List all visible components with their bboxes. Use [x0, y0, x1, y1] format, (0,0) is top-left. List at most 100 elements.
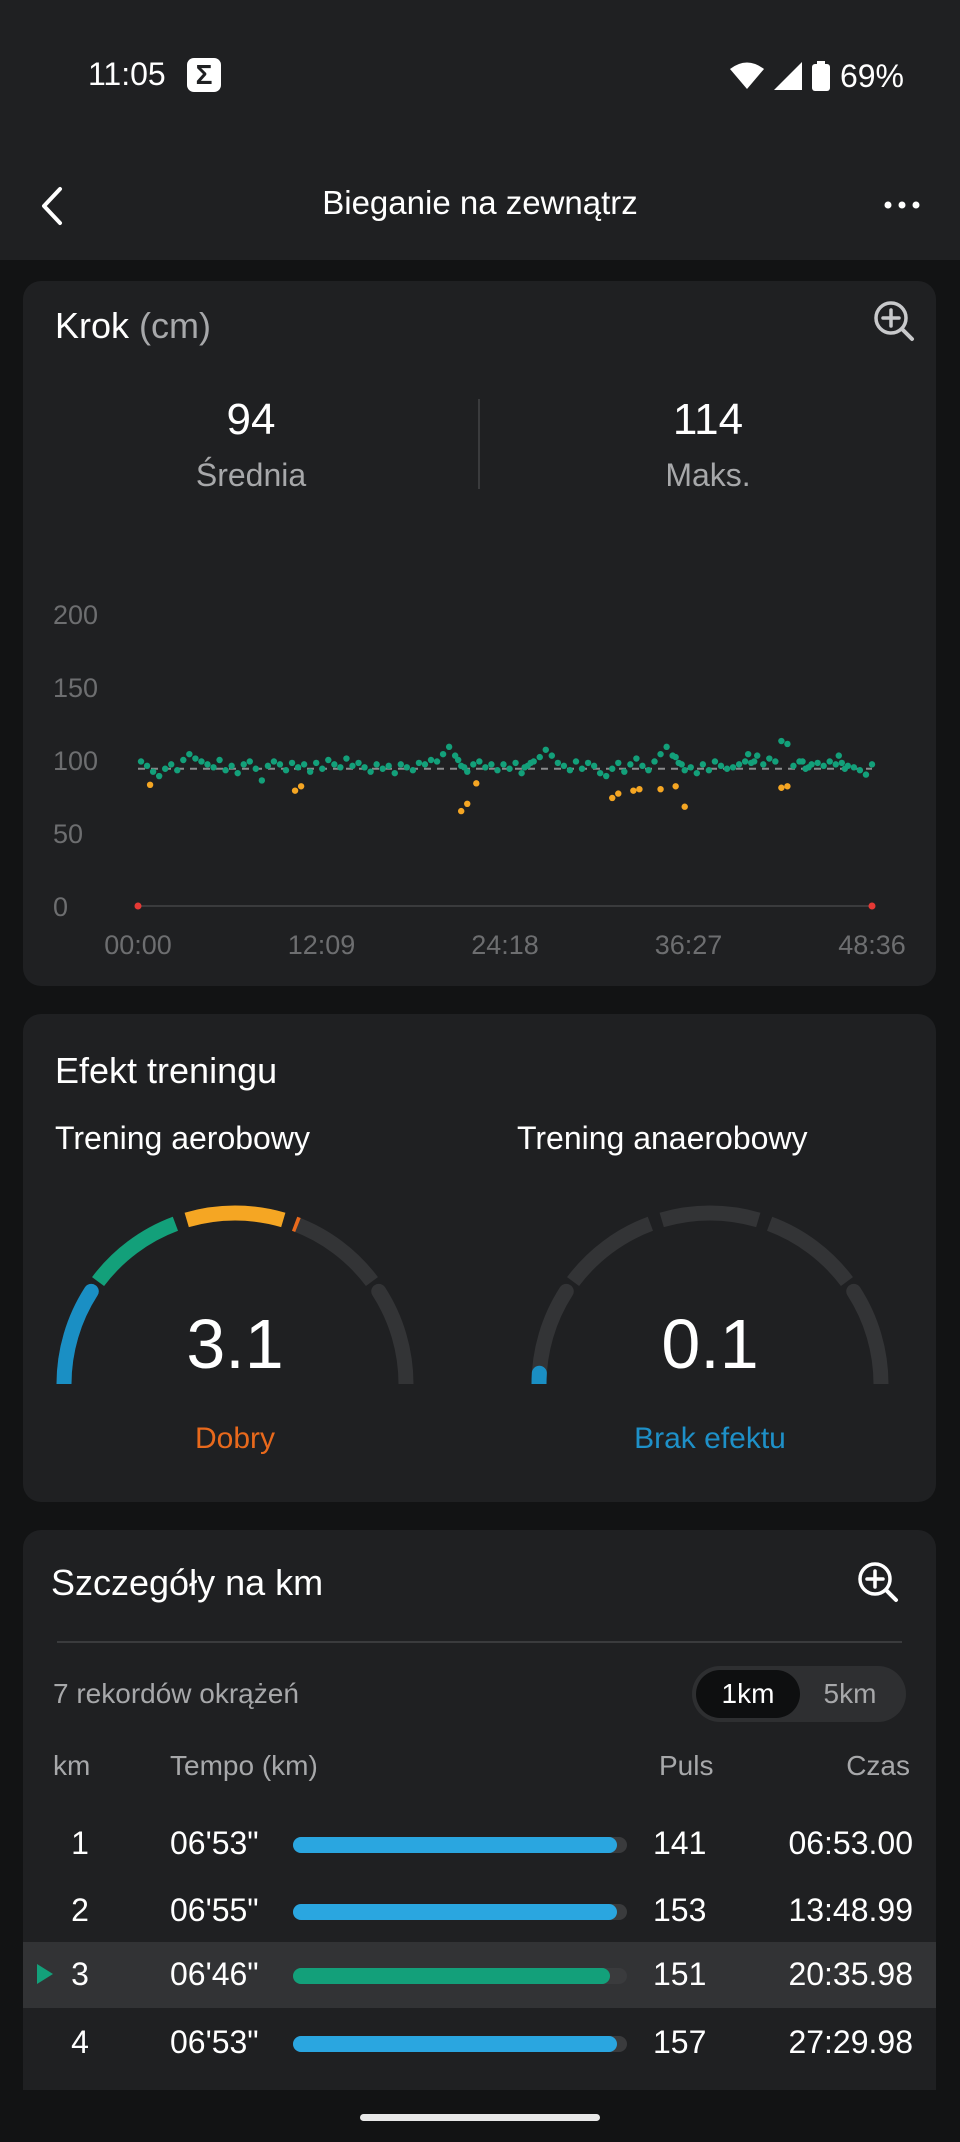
data-point: [252, 765, 260, 772]
data-point: [464, 800, 471, 807]
data-point: [717, 762, 725, 770]
toggle-1km[interactable]: 1km: [696, 1670, 800, 1718]
data-point: [633, 755, 640, 762]
data-point: [711, 758, 719, 765]
gauge-segment-track: [659, 1205, 761, 1228]
data-point: [373, 761, 380, 768]
data-point: [445, 743, 453, 751]
aerobic-status: Dobry: [194, 1422, 276, 1455]
data-point: [687, 764, 694, 771]
zoom-in-icon[interactable]: [872, 299, 916, 343]
data-point: [204, 761, 211, 768]
data-point: [291, 787, 299, 794]
lap-records-count: 7 rekordów okrążeń: [53, 1678, 299, 1709]
toggle-5km[interactable]: 5km: [823, 1678, 877, 1709]
data-point: [527, 759, 534, 767]
data-point: [554, 759, 562, 767]
status-time: 11:05: [88, 56, 166, 92]
data-point: [282, 767, 290, 774]
data-point: [609, 765, 616, 772]
data-point: [584, 759, 592, 767]
row-km: 1: [71, 1825, 89, 1861]
data-point: [143, 762, 151, 770]
data-point: [750, 758, 758, 765]
data-point: [850, 764, 858, 771]
distance-toggle: 1km 5km: [692, 1666, 906, 1722]
table-row[interactable]: 2 06'55" 153 13:48.99: [23, 1878, 936, 1944]
row-tempo: 06'55": [170, 1892, 259, 1928]
pace-bar: [293, 1904, 627, 1920]
table-row[interactable]: 1 06'53" 141 06:53.00: [23, 1811, 936, 1877]
data-point: [421, 761, 429, 768]
zoom-in-icon[interactable]: [856, 1560, 900, 1604]
data-point: [161, 765, 169, 772]
data-point: [306, 768, 314, 775]
data-point: [210, 764, 217, 771]
stride-max-value: 114: [672, 395, 744, 444]
col-header-puls: Puls: [659, 1750, 714, 1781]
range-marker: [868, 902, 876, 910]
data-point: [186, 750, 193, 758]
data-point: [473, 780, 480, 787]
data-point: [615, 759, 622, 767]
data-point: [602, 772, 610, 780]
aerobic-gauge: [56, 1205, 414, 1384]
gauge-segment-track: [846, 1283, 889, 1384]
data-point: [548, 752, 556, 759]
table-row-selected[interactable]: 3 06'46" 151 20:35.98: [23, 1942, 936, 2008]
data-point: [494, 767, 501, 774]
data-point: [705, 767, 713, 774]
data-point: [168, 761, 175, 768]
data-point: [663, 743, 670, 751]
data-point: [672, 753, 679, 761]
pace-bar: [293, 1837, 627, 1853]
anaerobic-label: Trening anaerobowy: [517, 1120, 808, 1156]
data-point: [778, 737, 785, 745]
data-point: [681, 803, 688, 810]
data-point: [240, 761, 247, 768]
gauge-segment-track: [371, 1283, 414, 1384]
page-title: Bieganie na zewnątrz: [322, 184, 638, 221]
data-point: [542, 746, 549, 753]
row-tempo: 06'53": [170, 2024, 259, 2060]
data-point: [856, 767, 864, 774]
stride-card: Krok (cm) 94 Średnia 114 Maks. 200 150 100…: [23, 281, 936, 986]
data-point: [820, 762, 827, 770]
data-point: [590, 762, 598, 770]
gauge-segment-track: [291, 1216, 378, 1287]
data-point: [337, 764, 344, 771]
gauge-segment-track: [567, 1216, 654, 1287]
table-row[interactable]: 4 06'53" 157 27:29.98: [23, 2010, 936, 2076]
data-point: [681, 767, 688, 774]
battery-percent: 69%: [839, 57, 904, 94]
data-point: [264, 762, 272, 770]
data-point: [868, 761, 876, 768]
system-icons: 69%: [729, 56, 904, 96]
data-point: [174, 767, 181, 774]
data-point: [841, 765, 849, 772]
data-point: [454, 756, 462, 764]
data-point: [246, 758, 253, 765]
data-point: [461, 764, 468, 771]
more-options-icon[interactable]: [882, 190, 922, 220]
x-tick-label: 00:00: [104, 930, 172, 960]
data-point: [192, 755, 199, 762]
aerobic-value: 3.1: [186, 1305, 284, 1383]
data-point: [331, 761, 338, 768]
data-point: [294, 764, 302, 771]
data-point: [645, 767, 652, 774]
col-header-czas: Czas: [846, 1750, 910, 1781]
aerobic-label: Trening aerobowy: [55, 1120, 310, 1156]
data-point: [198, 758, 205, 765]
data-point: [367, 768, 374, 775]
data-point: [476, 758, 483, 765]
back-arrow-icon[interactable]: [34, 183, 74, 229]
data-point: [766, 755, 773, 762]
data-point: [862, 771, 870, 778]
data-point: [313, 759, 320, 767]
data-point: [639, 762, 646, 770]
data-point: [180, 756, 187, 764]
x-tick-label: 36:27: [655, 930, 723, 960]
data-point: [149, 768, 157, 775]
home-indicator[interactable]: [360, 2114, 600, 2121]
